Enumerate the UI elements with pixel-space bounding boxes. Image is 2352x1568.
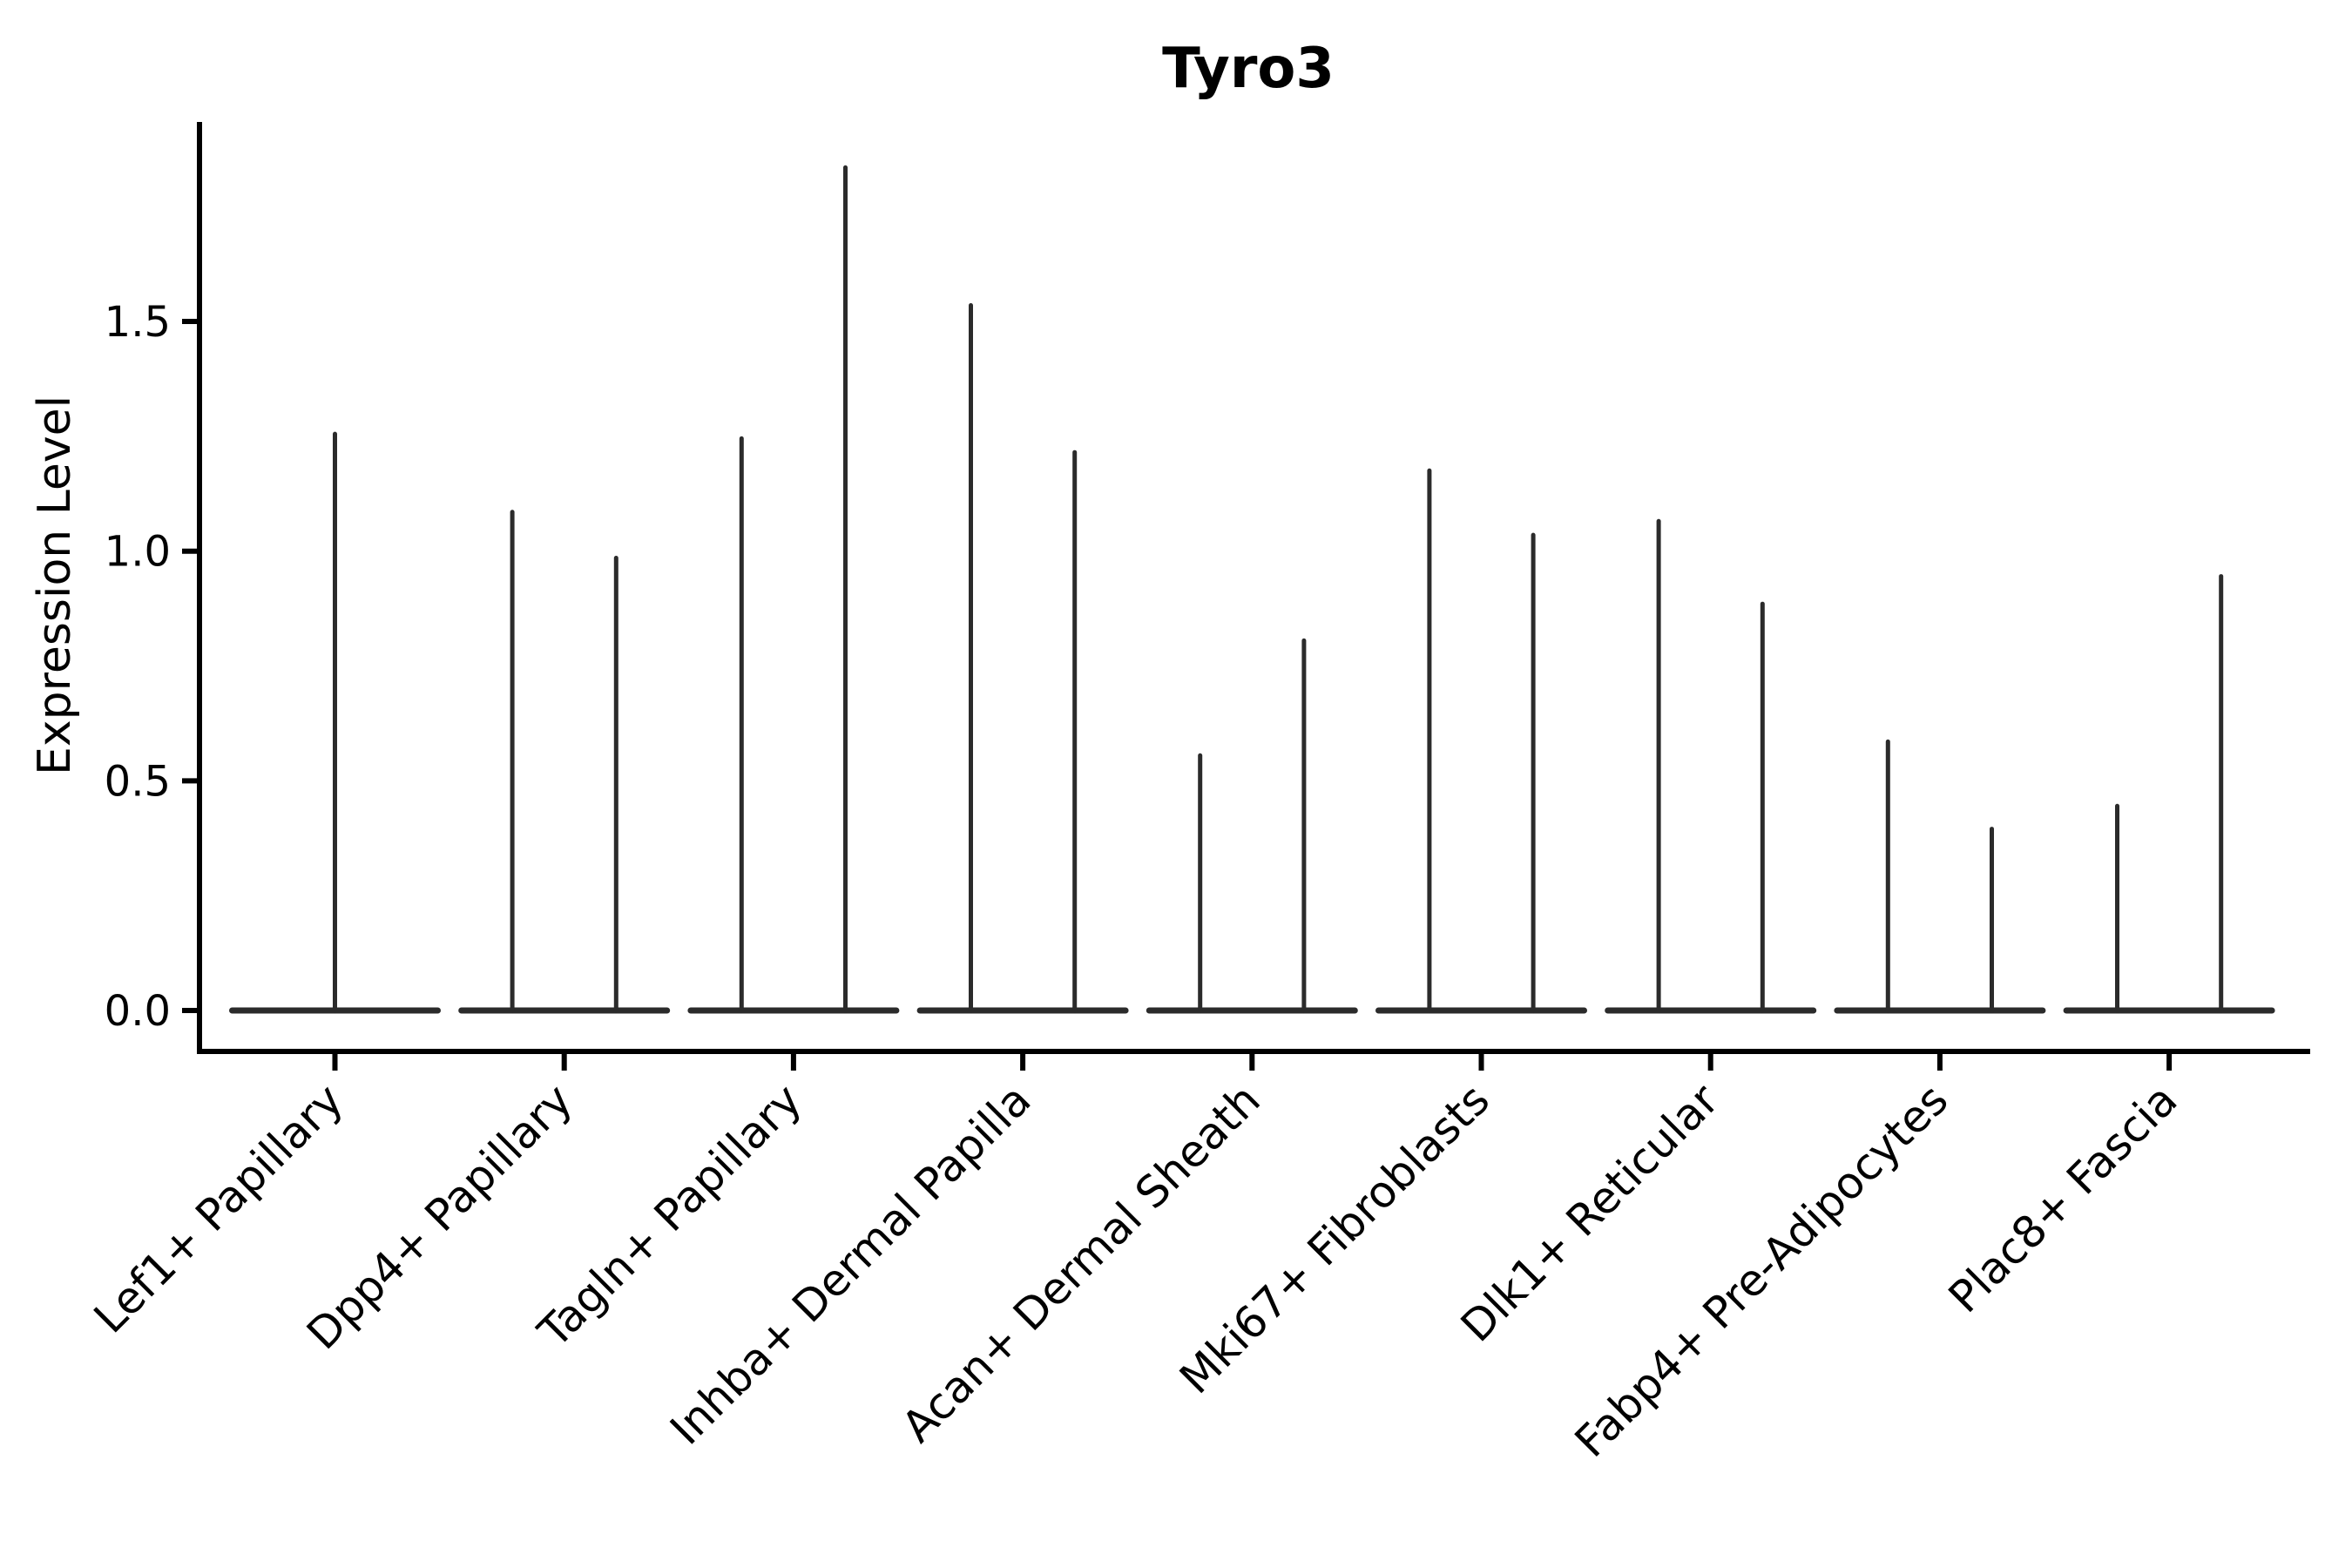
y-tick-label: 1.0 — [105, 528, 171, 577]
violin-layer — [229, 165, 2275, 1014]
y-tick-label: 1.5 — [105, 298, 171, 347]
x-tick-label: Plac8+ Fascia — [1939, 1074, 2187, 1322]
y-axis-label: Expression Level — [29, 395, 81, 775]
x-tick-label: Lef1+ Papillary — [84, 1074, 353, 1342]
x-tick-label: Fabp4+ Pre-Adipocytes — [1565, 1074, 1958, 1467]
chart-title: Tyro3 — [1162, 37, 1335, 101]
y-tick-label: 0.5 — [105, 757, 171, 806]
y-tick-label: 0.0 — [105, 987, 171, 1036]
